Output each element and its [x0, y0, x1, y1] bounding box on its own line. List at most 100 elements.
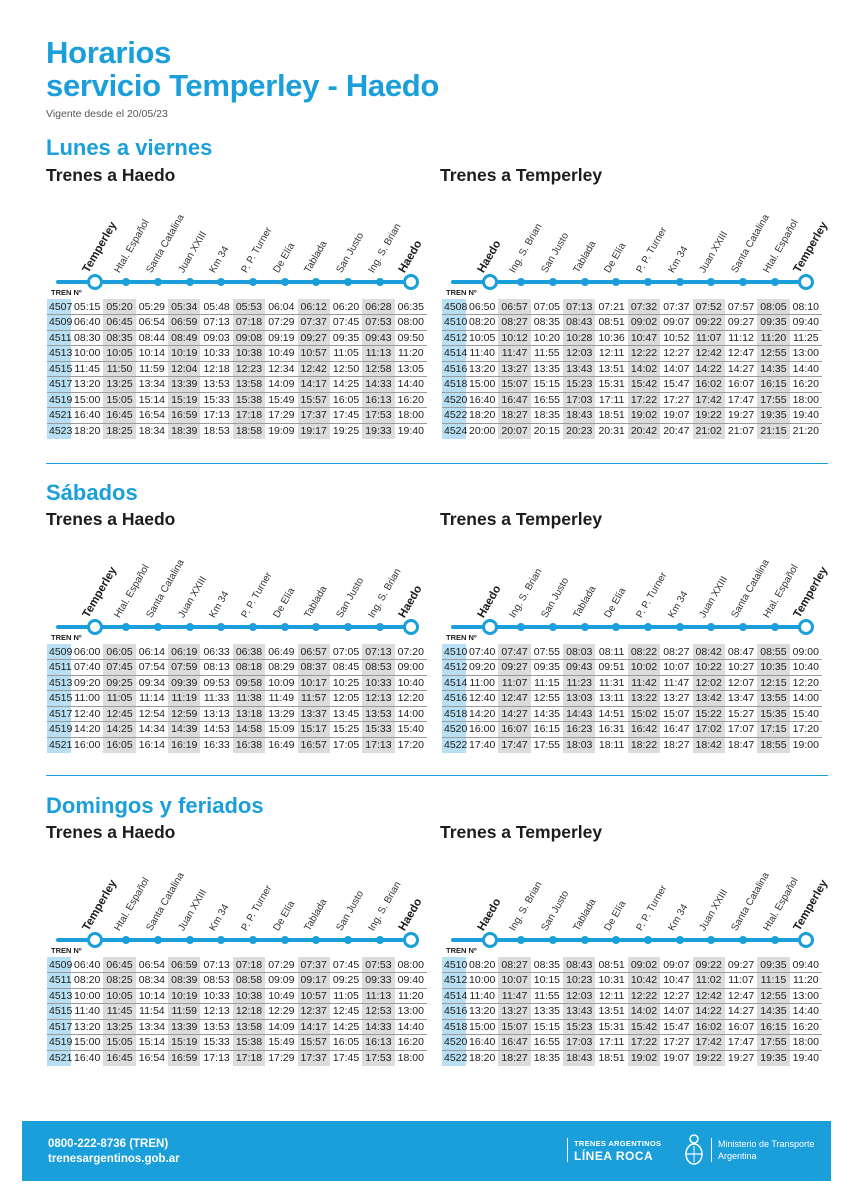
time-cell: 08:53 [362, 659, 395, 676]
train-number-cell: 4512 [442, 659, 468, 676]
schedule-sundays-to-temperley: Haedo Ing. S. Brian San Justo Tablada De Elí… [442, 861, 831, 1066]
time-cell: 11:47 [660, 675, 693, 691]
table-row: 4516 13:20 13:27 13:35 13:43 13:51 14:02 14:07 1… [442, 1003, 822, 1020]
time-cell: 10:33 [362, 675, 395, 691]
station-label: Km 34 [665, 244, 690, 275]
time-cell: 10:05 [466, 330, 499, 346]
time-cell: 14:02 [627, 1003, 661, 1020]
footer-phone[interactable]: 0800-222-8736 (TREN) [48, 1138, 169, 1150]
time-cell: 15:00 [71, 392, 104, 408]
time-cell: 09:34 [135, 675, 169, 691]
time-cell: 09:40 [394, 972, 427, 989]
table-row: 4511 08:20 08:25 08:34 08:39 08:53 08:58 09:09 0… [47, 972, 427, 989]
table-row: 4509 06:40 06:45 06:54 06:59 07:13 07:18 07:29 0… [47, 957, 427, 973]
time-cell: 11:54 [135, 1003, 169, 1020]
route-line [451, 938, 813, 942]
train-number-cell: 4512 [442, 972, 468, 989]
time-cell: 09:25 [329, 972, 363, 989]
time-cell: 10:12 [498, 330, 531, 346]
time-cell: 16:40 [466, 1034, 499, 1051]
station-marker [612, 936, 621, 944]
time-cell: 15:49 [265, 1034, 298, 1051]
time-cell: 18:25 [103, 423, 136, 439]
station-label: Km 34 [665, 902, 690, 933]
train-number-cell: 4514 [442, 675, 468, 691]
time-cell: 09:09 [265, 972, 298, 989]
time-cell: 09:17 [297, 972, 330, 989]
time-cell: 13:29 [265, 706, 298, 722]
time-cell: 09:50 [394, 330, 427, 346]
time-cell: 17:29 [265, 407, 298, 424]
time-cell: 17:15 [757, 721, 790, 738]
station-label: Tablada [570, 584, 599, 620]
table-row: 4521 16:40 16:45 16:54 16:59 17:13 17:18 17:29 1… [47, 407, 427, 424]
time-cell: 15:09 [265, 721, 298, 738]
station-label: San Justo [334, 888, 367, 933]
time-cell: 18:43 [563, 1050, 596, 1066]
time-cell: 07:45 [329, 314, 363, 331]
time-cell: 15:00 [71, 1034, 104, 1051]
time-cell: 10:15 [530, 972, 564, 989]
station-label: Juan XXIII [175, 887, 209, 933]
time-cell: 14:07 [660, 1003, 693, 1020]
time-cell: 13:55 [757, 690, 790, 707]
time-cell: 08:27 [660, 644, 693, 660]
station-label: Tablada [570, 897, 599, 933]
time-cell: 14:09 [265, 376, 298, 393]
time-cell: 08:39 [168, 972, 201, 989]
time-cell: 07:37 [660, 299, 693, 315]
time-cell: 09:58 [232, 675, 266, 691]
time-cell: 10:22 [692, 659, 725, 676]
time-cell: 06:45 [103, 314, 136, 331]
time-cell: 18:22 [627, 737, 661, 753]
time-cell: 15:38 [232, 392, 266, 408]
station-label: Juan XXIII [175, 574, 209, 620]
time-cell: 06:40 [71, 314, 104, 331]
time-cell: 16:05 [329, 392, 363, 408]
time-cell: 05:34 [168, 299, 201, 315]
station-marker [707, 623, 716, 631]
time-cell: 13:00 [394, 1003, 427, 1020]
station-marker [548, 936, 557, 944]
table-row: 4515 11:00 11:05 11:14 11:19 11:33 11:38 11:49 1… [47, 690, 427, 707]
time-cell: 12:42 [692, 345, 725, 362]
table-row: 4518 15:00 15:07 15:15 15:23 15:31 15:42 15:47 1… [442, 376, 822, 393]
time-cell: 10:40 [394, 675, 427, 691]
time-cell: 11:45 [71, 361, 104, 377]
time-cell: 12:23 [232, 361, 266, 377]
time-cell: 19:40 [792, 1052, 819, 1064]
time-cell: 21:07 [727, 425, 755, 437]
train-number-cell: 4517 [47, 706, 73, 722]
time-cell: 16:13 [362, 1034, 395, 1051]
time-cell: 06:05 [103, 644, 136, 660]
station-marker [548, 278, 557, 286]
station-strip: Temperley Htal. Español Santa Catalina Juan… [47, 548, 427, 642]
ministry-text: Ministerio de Transporte Argentina [711, 1138, 815, 1162]
station-marker [580, 936, 589, 944]
time-cell: 12:42 [297, 361, 330, 377]
time-cell: 10:38 [232, 345, 266, 362]
time-cell: 13:53 [362, 706, 395, 722]
time-cell: 13:43 [563, 361, 596, 377]
time-cell: 09:27 [724, 314, 758, 331]
time-cell: 10:25 [329, 675, 363, 691]
time-cell: 14:00 [789, 690, 822, 707]
footer-website-link[interactable]: trenesargentinos.gob.ar [48, 1153, 180, 1165]
time-cell: 12:03 [563, 345, 596, 362]
train-number-cell: 4520 [442, 1034, 468, 1051]
time-cell: 10:47 [627, 330, 661, 346]
time-cell: 12:42 [692, 988, 725, 1004]
time-cell: 07:59 [168, 659, 201, 676]
time-cell: 12:27 [660, 345, 693, 362]
time-cell: 12:45 [103, 706, 136, 722]
tren-number-label: TREN Nº [446, 633, 477, 642]
time-cell: 09:43 [362, 330, 395, 346]
table-row: 4516 13:20 13:27 13:35 13:43 13:51 14:02 14:07 1… [442, 361, 822, 377]
time-cell: 12:29 [265, 1003, 298, 1020]
station-label: Juan XXIII [697, 887, 731, 933]
station-marker [738, 623, 747, 631]
station-marker [217, 936, 226, 944]
time-cell: 11:15 [530, 675, 564, 691]
time-cell: 11:07 [724, 972, 758, 989]
time-cell: 15:19 [168, 1034, 201, 1051]
